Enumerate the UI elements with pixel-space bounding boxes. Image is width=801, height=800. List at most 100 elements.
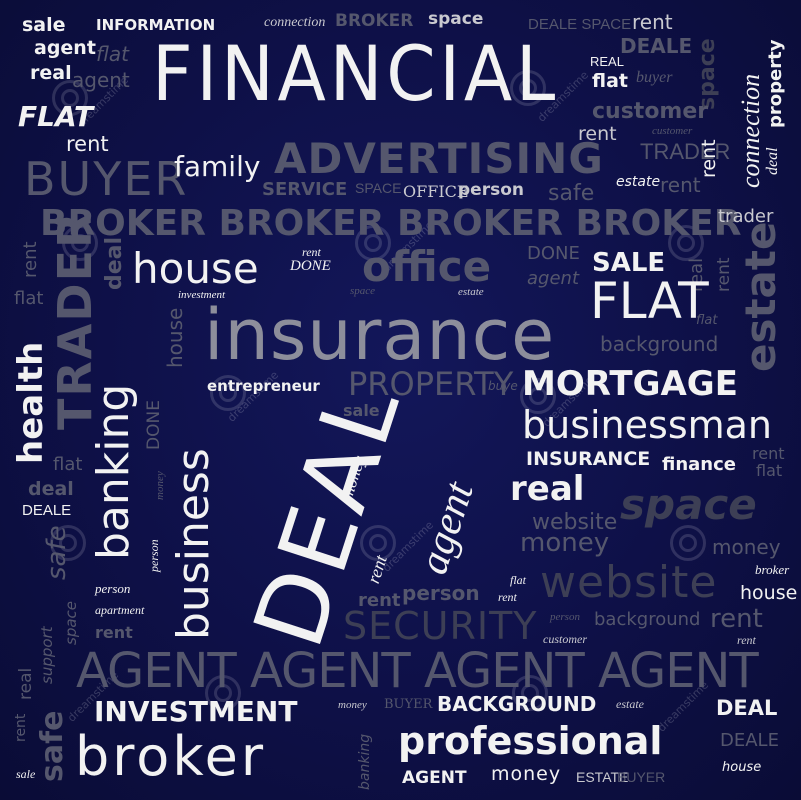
word-customer: customer [652,125,693,137]
word-broker: broker [75,725,267,788]
word-deale: DEALE [22,502,72,519]
word-safe-vertical: safe [42,525,72,580]
word-deal-vertical: deal [764,147,781,175]
word-rent: rent [498,590,517,604]
word-deale: DEALE [720,730,779,751]
word-trader: trader [718,206,774,227]
word-estate: estate [616,697,644,711]
word-insurance: INSURANCE [526,448,651,470]
word-flat: FLAT [18,100,94,133]
word-done: DONE [527,243,580,264]
word-professional: professional [398,719,663,763]
word-space: SPACE [355,180,402,196]
word-rent-vertical: rent [698,139,720,178]
word-broker-row: BROKER BROKER BROKER BROKER [40,203,742,244]
word-background: background [594,609,701,630]
word-information: INFORMATION [96,16,216,34]
word-rent: rent [578,123,617,145]
word-rent: rent [632,10,673,34]
word-trader: TRADER [640,139,731,164]
word-agent-row: AGENT AGENT AGENT AGENT [76,643,759,699]
word-house: house [722,760,762,775]
word-customer: customer [592,99,709,124]
word-rent-vertical: rent [714,257,734,292]
word-finance: finance [662,454,736,475]
word-deal: deal [28,478,74,500]
word-person: person [95,581,131,596]
word-rent: rent [302,245,321,259]
word-real: real [510,469,585,509]
word-health-vertical: health [11,341,51,464]
word-done: DONE [290,258,331,274]
word-buyer: BUYER [24,152,189,206]
word-buyer: BUYER [384,697,433,712]
word-background: background [600,332,719,356]
word-space: space [350,285,376,297]
watermark-spiral [205,675,241,711]
word-rent: rent [752,444,785,463]
word-website: website [540,557,718,608]
word-agent: agent [34,37,96,59]
word-advertising: ADVERTISING [274,134,604,183]
word-space: space [620,480,757,529]
word-sale: sale [343,401,380,420]
word-safe-vertical: safe [35,710,70,783]
word-banking-vertical: banking [88,383,139,560]
word-rent: rent [710,604,763,634]
watermark-spiral [52,80,88,116]
word-person: person [402,581,480,605]
word-real-vertical: real [16,667,36,700]
word-investment: investment [178,289,226,301]
watermark-spiral [210,375,246,411]
word-agent: agent [527,268,579,289]
word-office: office [362,242,492,291]
word-person-vertical: person [147,539,161,572]
word-deal: DEAL [716,696,778,720]
word-estate: ESTATE [576,769,629,785]
watermark-spiral [50,525,86,561]
word-rent: rent [95,623,133,642]
word-rent: rent [358,590,401,611]
word-money: money [338,699,367,711]
word-flat: flat [510,573,527,587]
word-money: money [712,535,781,559]
word-broker: BROKER [335,11,414,31]
word-flat: FLAT [590,272,709,330]
word-service: SERVICE [262,179,348,200]
word-agent: agent [410,476,483,580]
word-estate-vertical: estate [736,221,785,372]
word-safe: safe [548,181,595,206]
word-space-vertical: space [62,600,80,645]
word-broker: broker [755,562,790,577]
word-family: family [174,150,261,183]
word-house: house [740,582,798,604]
watermark-spiral [512,675,548,711]
word-connection: connection [264,15,326,30]
word-sale: sale [22,14,66,36]
word-flat: flat [14,288,44,309]
word-money: money [520,528,610,558]
word-support-vertical: support [38,626,56,684]
word-real: real [30,62,72,84]
word-flat: flat [696,313,718,328]
word-insurance: insurance [204,294,556,376]
word-money: money [491,763,562,785]
word-sale: sale [16,767,36,781]
word-person: person [458,180,524,200]
word-mortgage: MORTGAGE [522,364,738,404]
word-businessman: businessman [522,403,773,447]
word-rent-vertical: rent [13,713,29,742]
word-office: OFFICE [403,182,469,201]
word-connection-vertical: connection [736,73,765,188]
word-estate: estate [458,286,484,298]
watermark-spiral [668,225,704,261]
word-flat: flat [592,70,628,92]
word-rent: rent [737,633,756,647]
word-background: BACKGROUND [437,692,597,716]
word-sale: SALE [592,248,666,278]
word-flat: flat [756,461,783,480]
word-apartment: apartment [95,603,145,617]
word-financial: FINANCIAL [152,29,560,118]
word-buyer: buye [488,379,518,393]
